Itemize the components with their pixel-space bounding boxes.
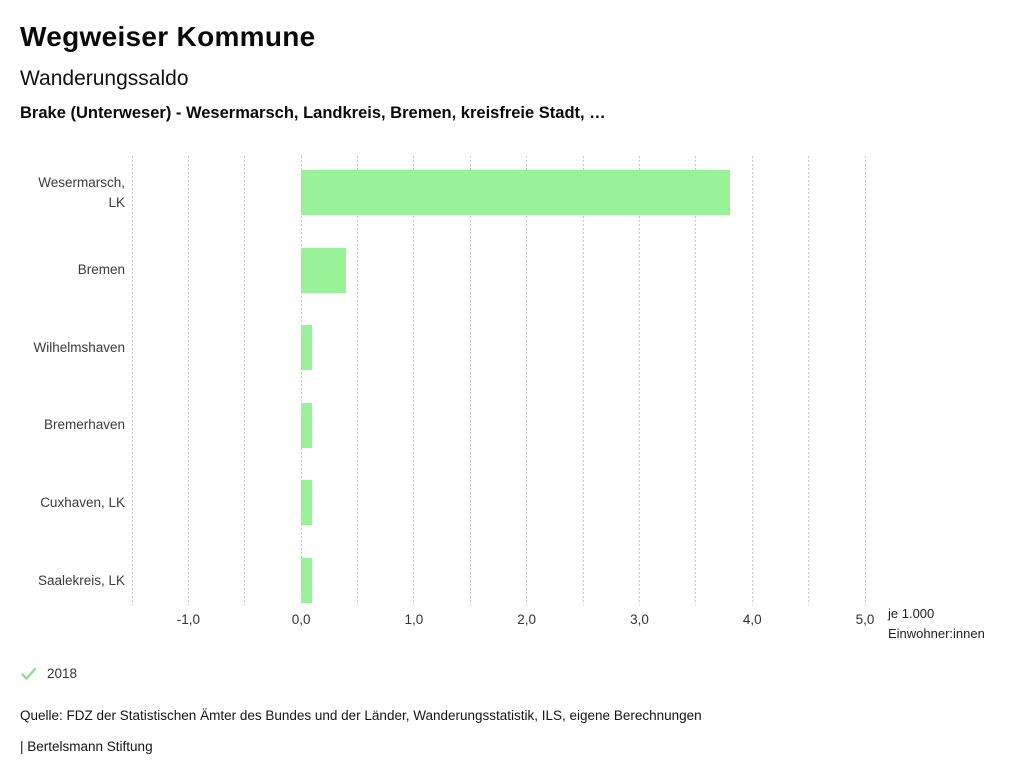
legend-year-label: 2018 xyxy=(47,666,78,681)
gridline xyxy=(864,156,866,605)
legend-item-2018[interactable]: 2018 xyxy=(21,666,77,681)
x-tick-label: -1,0 xyxy=(176,612,200,627)
gridline xyxy=(300,156,302,605)
x-axis-unit-line-2: Einwohner:innen xyxy=(888,625,985,641)
x-tick-label: 0,0 xyxy=(291,612,311,627)
gridline xyxy=(638,156,640,605)
gridline xyxy=(582,156,584,605)
chart-bar xyxy=(301,402,313,448)
category-label: Bremerhaven xyxy=(43,417,125,433)
x-tick-label: 1,0 xyxy=(404,612,424,627)
category-label: Cuxhaven, LK xyxy=(40,494,125,510)
source-text: Quelle: FDZ der Statistischen Ämter des … xyxy=(20,708,702,723)
x-tick-label: 2,0 xyxy=(517,612,537,627)
chart-bar xyxy=(301,170,730,215)
category-label: Wilhelmshaven xyxy=(33,339,125,355)
x-tick-label: 4,0 xyxy=(742,612,762,627)
chart-bar xyxy=(301,247,347,293)
gridline xyxy=(131,156,133,605)
gridline xyxy=(526,156,528,605)
category-label: Saalekreis, LK xyxy=(37,572,125,588)
x-tick-label: 3,0 xyxy=(630,612,649,627)
gridline xyxy=(244,156,246,605)
gridline xyxy=(808,156,810,605)
chart-bar xyxy=(301,325,313,371)
gridline xyxy=(187,156,189,605)
gridline xyxy=(469,156,471,605)
category-label: Wesermarsch, LK xyxy=(38,174,125,210)
chart-subtitle: Brake (Unterweser) - Wesermarsch, Landkr… xyxy=(20,104,606,122)
checkmark-icon xyxy=(21,667,37,681)
x-tick-label: 5,0 xyxy=(855,612,875,627)
attribution-text: | Bertelsmann Stiftung xyxy=(20,739,153,754)
x-axis-unit-line-1: je 1.000 xyxy=(888,606,935,621)
chart-bar xyxy=(301,480,313,526)
gridline xyxy=(357,156,359,605)
gridline xyxy=(413,156,415,605)
x-axis-unit-label: je 1.000 Einwohner:innen xyxy=(888,604,985,643)
chart-bar xyxy=(301,558,313,603)
app-title: Wegweiser Kommune xyxy=(20,21,316,52)
category-label: Bremen xyxy=(77,262,125,278)
chart-title: Wanderungssaldo xyxy=(20,67,189,90)
gridline xyxy=(695,156,697,605)
gridline xyxy=(751,156,753,605)
